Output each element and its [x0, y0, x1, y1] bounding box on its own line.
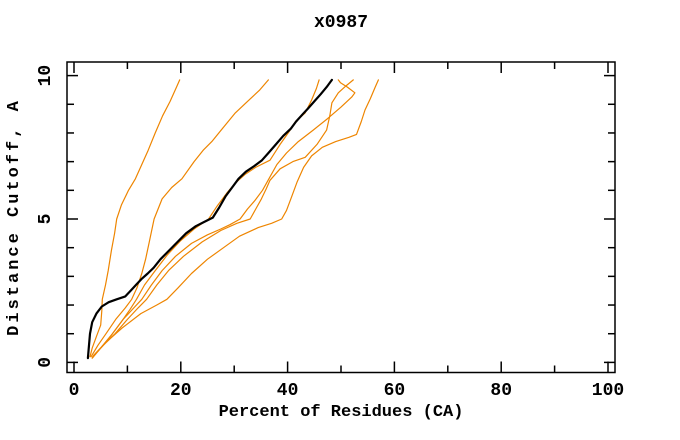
axis-ticks [67, 62, 615, 373]
series-line-orange-curve-2 [90, 79, 269, 358]
series-line-orange-curve-1 [89, 79, 181, 358]
x-tick-label: 20 [170, 381, 192, 401]
series-line-orange-curve-4 [91, 79, 356, 359]
data-series [86, 78, 379, 360]
plot-frame [66, 61, 616, 374]
x-tick-label: 60 [384, 381, 406, 401]
series-line-orange-curve-6 [93, 79, 379, 356]
tick-labels: 0 20 40 60 80 100 0 5 10 [36, 65, 624, 401]
series-line-orange-curve-5 [92, 79, 354, 358]
x-tick-label: 0 [69, 381, 80, 401]
x-axis-label: Percent of Residues (CA) [219, 403, 464, 422]
y-tick-label: 10 [36, 65, 56, 87]
y-axis-label: Distance Cutoff, A [5, 98, 24, 336]
y-tick-label: 0 [36, 357, 56, 368]
x-tick-label: 40 [277, 381, 299, 401]
series-line-black-curve [86, 78, 333, 360]
x-tick-label: 80 [490, 381, 512, 401]
chart-title: x0987 [314, 13, 368, 33]
x-tick-label: 100 [592, 381, 624, 401]
plot-frame-box [66, 61, 616, 374]
y-tick-label: 5 [36, 214, 56, 225]
